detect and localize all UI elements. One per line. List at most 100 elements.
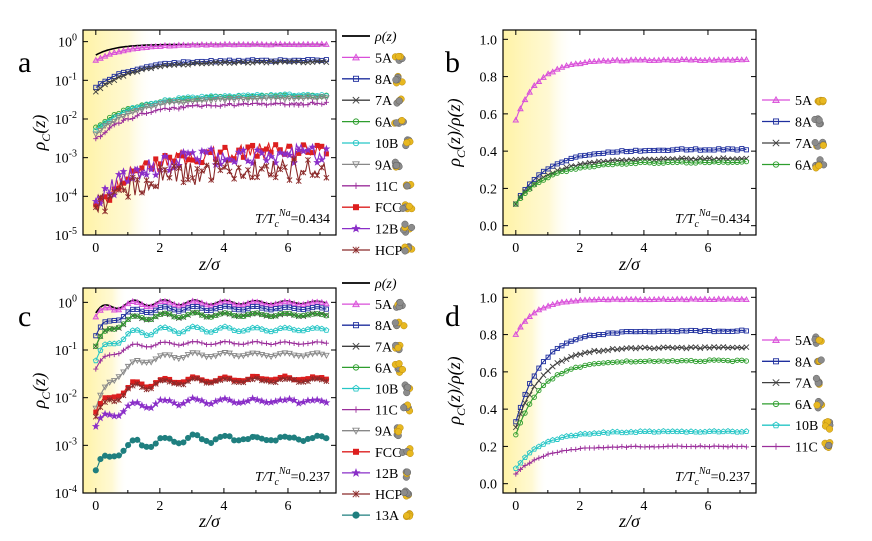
data-point: [513, 201, 519, 207]
data-point: [184, 41, 192, 48]
data-point: [286, 376, 293, 382]
data-point: [166, 311, 173, 317]
series-line: [95, 93, 327, 131]
data-point: [605, 330, 611, 336]
data-point: [107, 76, 113, 82]
data-point: [207, 98, 215, 105]
legend-label: 10B: [375, 383, 398, 398]
data-point: [295, 58, 302, 65]
data-point: [743, 428, 750, 434]
data-point: [143, 43, 150, 51]
data-point: [693, 444, 699, 450]
data-point: [107, 318, 113, 324]
data-point: [152, 103, 160, 110]
data-point: [97, 324, 103, 330]
data-point: [273, 100, 279, 106]
y-tick-label: 0.0: [480, 478, 498, 493]
data-point: [290, 299, 298, 307]
data-point: [120, 347, 127, 353]
data-point: [609, 345, 616, 352]
data-point: [715, 295, 723, 302]
data-point: [188, 393, 197, 402]
data-point: [568, 353, 575, 360]
data-point: [138, 44, 146, 51]
data-point: [295, 379, 302, 386]
data-point: [184, 396, 193, 404]
data-point: [318, 298, 326, 305]
data-point: [263, 41, 270, 48]
data-point: [226, 96, 233, 103]
data-point: [291, 326, 298, 333]
y-tick-label: 0.4: [480, 145, 498, 160]
data-point: [656, 444, 662, 450]
data-point: [250, 100, 256, 107]
data-point: [208, 307, 214, 313]
data-point: [554, 161, 560, 167]
data-point: [203, 307, 210, 314]
data-point: [217, 149, 223, 155]
cluster-icon: [821, 439, 834, 451]
data-point: [258, 166, 265, 172]
legend-marker: [352, 322, 360, 329]
legend: ρ(z) 5A 8A 7A 6A 10B 9A 11C FCC 12B HCP: [342, 30, 416, 259]
cluster-icon: [399, 220, 416, 236]
legend-item: 7A: [762, 137, 827, 152]
data-point: [203, 341, 210, 348]
data-point: [614, 330, 620, 336]
data-point: [304, 94, 312, 101]
data-point: [222, 144, 228, 150]
data-point: [166, 435, 173, 442]
data-point: [217, 377, 224, 384]
data-point: [314, 172, 321, 179]
cluster-icon: [392, 72, 406, 87]
data-point: [212, 97, 220, 104]
data-point: [125, 194, 132, 200]
data-point: [97, 306, 104, 313]
data-point: [729, 428, 736, 435]
legend: 5A 8A 7A 6A 10B 11C: [762, 333, 834, 456]
data-point: [553, 299, 561, 306]
data-point: [120, 369, 127, 376]
data-point: [636, 296, 644, 303]
data-point: [299, 300, 307, 307]
data-point: [619, 443, 625, 450]
data-point: [536, 387, 542, 394]
data-point: [240, 173, 247, 180]
cluster-icon: [400, 487, 413, 500]
data-point: [540, 168, 547, 174]
data-point: [157, 377, 164, 384]
cluster-icon: [391, 360, 407, 376]
data-point: [116, 120, 122, 126]
data-point: [692, 56, 700, 63]
data-point: [176, 342, 182, 348]
data-point: [623, 295, 630, 302]
data-point: [310, 305, 316, 311]
data-point: [291, 156, 298, 163]
data-point: [143, 386, 150, 393]
data-point: [134, 306, 140, 312]
data-point: [688, 428, 695, 435]
data-point: [139, 343, 145, 349]
data-point: [152, 63, 159, 70]
data-point: [133, 165, 142, 173]
data-point: [239, 397, 248, 406]
data-point: [743, 328, 749, 334]
y-tick-label: 10-1: [55, 71, 77, 89]
series-7A: [92, 58, 330, 95]
data-point: [171, 380, 178, 387]
legend-label: 6A: [375, 361, 393, 376]
data-point: [234, 398, 243, 407]
data-point: [530, 309, 538, 316]
data-point: [115, 306, 123, 313]
data-point: [212, 59, 219, 66]
data-point: [545, 354, 551, 360]
data-point: [660, 56, 667, 63]
data-point: [554, 170, 560, 176]
data-point: [189, 323, 196, 330]
series-11C: [93, 99, 329, 142]
data-point: [697, 147, 703, 153]
cluster-icon: [392, 298, 406, 311]
data-point: [545, 368, 552, 374]
data-point: [281, 96, 289, 103]
data-point: [120, 336, 127, 342]
